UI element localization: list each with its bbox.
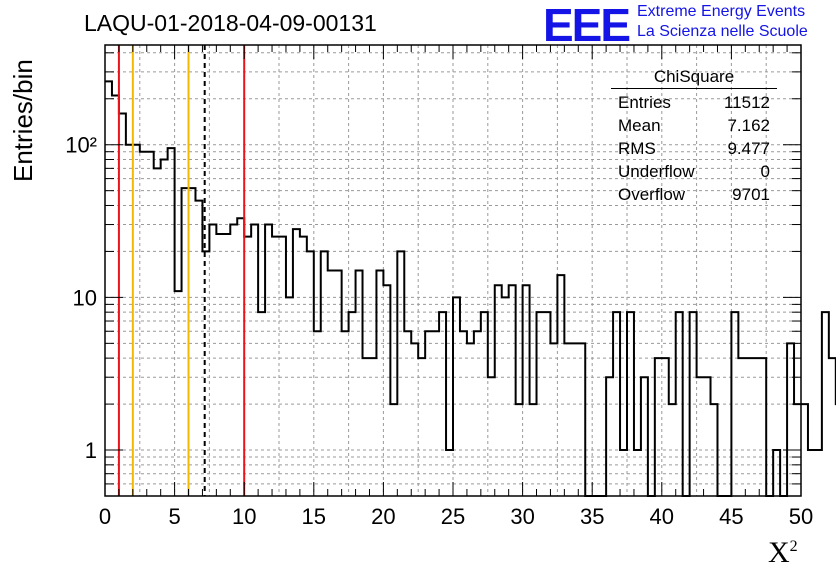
stats-label: Mean: [618, 116, 661, 135]
x-tick-label: 45: [719, 504, 743, 529]
y-tick-label: 1: [85, 438, 97, 463]
stats-row-entries: Entries 11512: [611, 91, 777, 114]
x-tick-label: 50: [789, 504, 813, 529]
stats-row-rms: RMS 9.477: [611, 137, 777, 160]
eee-logo: EEE: [543, 0, 631, 51]
stats-row-overflow: Overflow 9701: [611, 183, 777, 206]
x-tick-label: 0: [99, 504, 111, 529]
stats-box-name: ChiSquare: [611, 67, 777, 89]
stats-label: RMS: [618, 139, 656, 158]
stats-label: Underflow: [618, 162, 695, 181]
stats-value: 9701: [732, 185, 770, 204]
x-tick-label: 40: [650, 504, 674, 529]
x-tick-label: 25: [441, 504, 465, 529]
x-tick-label: 5: [168, 504, 180, 529]
x-tick-label: 35: [580, 504, 604, 529]
stats-value: 11512: [723, 93, 770, 112]
stats-row-underflow: Underflow 0: [611, 160, 777, 183]
y-tick-label: 10: [73, 285, 97, 310]
x-tick-label: 15: [302, 504, 326, 529]
x-axis-label: X2: [768, 536, 798, 569]
x-tick-label: 10: [232, 504, 256, 529]
stats-box: ChiSquare Entries 11512 Mean 7.162 RMS 9.47…: [611, 67, 777, 206]
stats-value: 9.477: [727, 139, 770, 158]
y-tick-label: 10²: [65, 133, 97, 158]
stats-label: Entries: [618, 93, 671, 112]
y-axis-label: Entries/bin: [8, 59, 38, 182]
x-tick-label: 20: [371, 504, 395, 529]
stats-value: 7.162: [727, 116, 770, 135]
chart-title: LAQU-01-2018-04-09-00131: [84, 10, 377, 36]
stats-row-mean: Mean 7.162: [611, 114, 777, 137]
stats-label: Overflow: [618, 185, 686, 204]
stats-value: 0: [760, 162, 770, 181]
logo-line-2: La Scienza nelle Scuole: [637, 23, 808, 40]
x-tick-label: 30: [510, 504, 534, 529]
logo-line-1: Extreme Energy Events: [637, 3, 806, 20]
